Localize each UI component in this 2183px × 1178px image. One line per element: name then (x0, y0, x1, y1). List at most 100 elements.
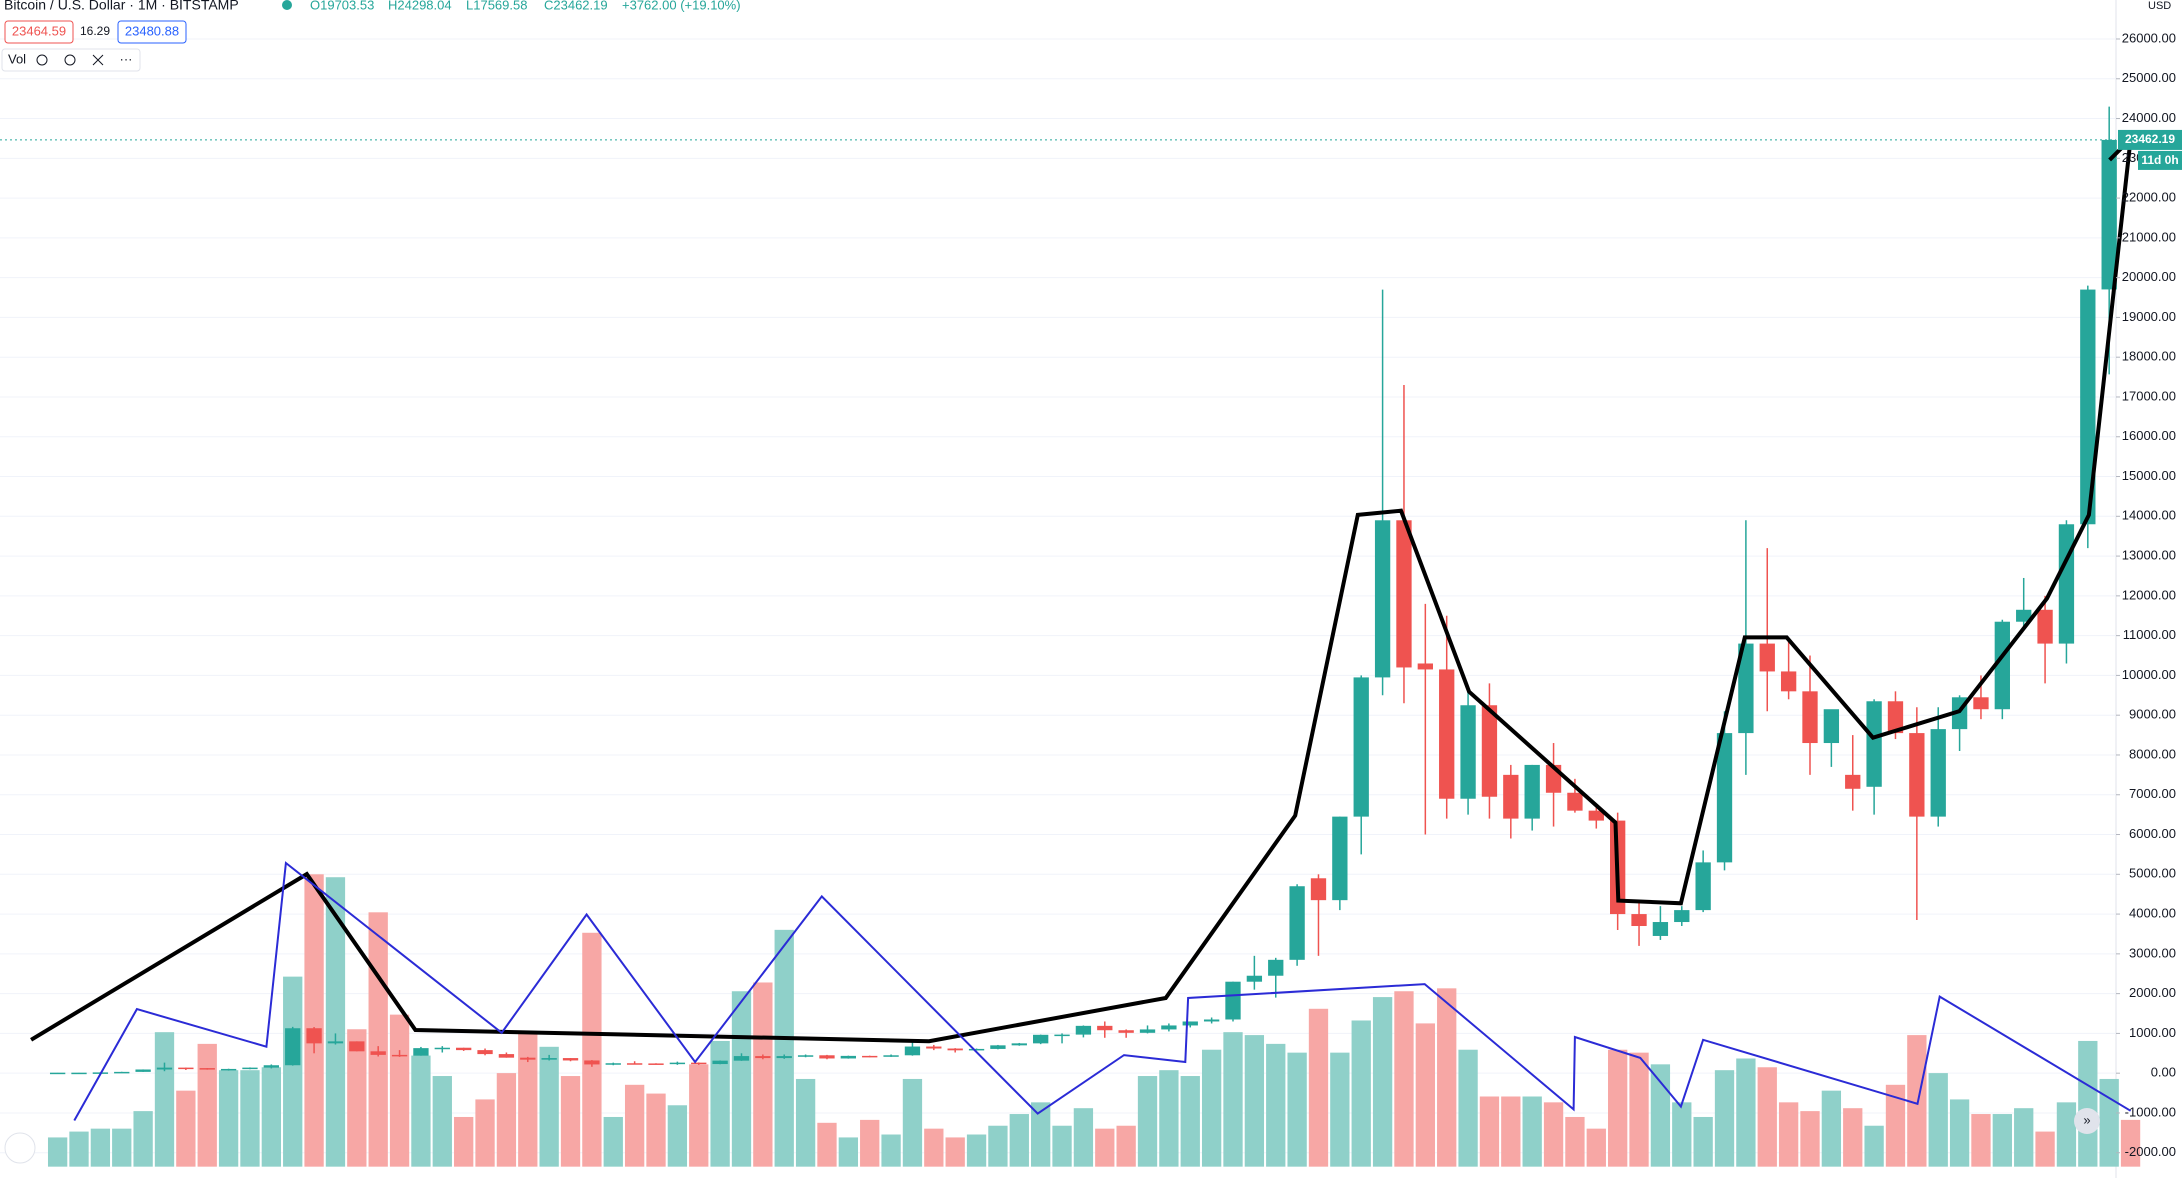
candle-body (1759, 643, 1775, 672)
candles (49, 106, 2117, 1075)
volume-bar (1223, 1032, 1243, 1167)
scroll-button[interactable] (2074, 1108, 2100, 1134)
volume-bar (667, 1105, 688, 1167)
price-tag: 23462.19 (2125, 132, 2175, 146)
bid: 23464.59 (12, 23, 66, 38)
volume-bar (261, 1067, 281, 1167)
countdown: 11d 0h (2141, 153, 2178, 167)
volume-bar (176, 1090, 196, 1167)
volume-bar (1479, 1096, 1500, 1167)
candle-body (648, 1063, 664, 1065)
candle-body (1866, 701, 1882, 787)
volume-bar (1137, 1076, 1158, 1167)
volume-bar (731, 991, 752, 1167)
eye-icon[interactable] (36, 54, 48, 66)
volume-bar (1159, 1070, 1179, 1167)
ohlc-change: +3762.00 (+19.10%) (622, 0, 741, 12)
bid-box[interactable] (4, 20, 74, 44)
volume-bar (411, 1055, 431, 1167)
volume-bar (240, 1070, 260, 1167)
y-tick-label: 10000.00 (2122, 667, 2176, 682)
y-tick-label: 20000.00 (2122, 269, 2176, 284)
candle-body (819, 1055, 835, 1059)
volume-bar (1372, 997, 1393, 1167)
candle-body (327, 1041, 344, 1044)
volume-bar (1501, 1096, 1521, 1167)
volume-bar (881, 1134, 901, 1167)
candle-body (2037, 609, 2053, 644)
candle-body (691, 1062, 707, 1065)
close-icon[interactable] (92, 54, 104, 66)
candle-body (1716, 733, 1733, 863)
ohlc-high: H24298.04 (388, 0, 452, 12)
candle-body (904, 1046, 921, 1056)
candle-body (1139, 1029, 1156, 1033)
candle-body (156, 1067, 173, 1070)
y-tick-label: 9000.00 (2129, 707, 2176, 722)
volume-bar (518, 1032, 538, 1167)
volume-bar (603, 1116, 623, 1167)
ask-box[interactable] (117, 20, 187, 44)
y-tick-label: 7000.00 (2129, 786, 2176, 801)
logo[interactable] (4, 1132, 36, 1164)
candle-body (1310, 878, 1327, 901)
volume-bar (90, 1128, 111, 1167)
volume-bar (1543, 1102, 1564, 1167)
y-tick-label: 13000.00 (2122, 548, 2176, 563)
settings-icon[interactable] (64, 54, 76, 66)
volume-bar (1287, 1052, 1307, 1167)
volume-bar (432, 1076, 452, 1167)
candle-body (520, 1057, 536, 1060)
volume-bar (902, 1078, 923, 1167)
candle-body (626, 1063, 643, 1065)
candle-body (135, 1069, 151, 1072)
candle-body (477, 1050, 493, 1055)
ohlc-close: C23462.19 (544, 0, 608, 12)
y-tick-label: 26000.00 (2122, 30, 2176, 45)
candle-body (562, 1058, 579, 1061)
volume-bar (1672, 1102, 1692, 1167)
volume-bar (689, 1064, 709, 1167)
candle-body (1203, 1019, 1220, 1022)
volume-bar (347, 1029, 367, 1167)
y-tick-label: 0.00 (2151, 1065, 2176, 1080)
candle-body (413, 1048, 429, 1056)
candle-body (1417, 663, 1433, 670)
status-dot (282, 0, 292, 10)
volume-bar (1821, 1090, 1842, 1167)
y-tick-label: 25000.00 (2122, 70, 2176, 85)
volume-bar (1885, 1084, 1906, 1167)
ask: 23480.88 (125, 23, 179, 38)
volume-bar (1052, 1125, 1072, 1167)
y-tick-label: 12000.00 (2122, 587, 2176, 602)
candle-body (1439, 669, 1455, 799)
volume-bar (1031, 1102, 1051, 1167)
volume-bar (753, 982, 773, 1167)
candle-body (1780, 671, 1797, 692)
volume-bar (710, 1040, 730, 1167)
currency: USD (2148, 0, 2171, 12)
volume-bar (1907, 1035, 1927, 1167)
candle-body (1289, 886, 1305, 960)
y-tick-label: 19000.00 (2122, 309, 2176, 324)
candle-body (1460, 705, 1476, 799)
volume-bar (560, 1076, 581, 1167)
candle-body (883, 1055, 899, 1057)
candle-body (605, 1063, 621, 1065)
volume-bar (47, 1137, 68, 1167)
candle-body (349, 1041, 365, 1052)
candle-body (968, 1048, 985, 1051)
indicator-box[interactable] (1, 48, 141, 72)
candle-body (776, 1056, 792, 1059)
more-icon[interactable]: ··· (120, 51, 133, 66)
y-tick-label: -1000.00 (2125, 1104, 2176, 1119)
volume-bar (817, 1122, 837, 1167)
candle-body (669, 1062, 686, 1065)
volume-bar (646, 1093, 666, 1167)
volume-bar (2056, 1102, 2077, 1167)
volume-bar (1736, 1058, 1756, 1167)
volume-bar (1928, 1073, 1948, 1167)
candle-body (199, 1068, 215, 1070)
volume-bar (2078, 1040, 2098, 1167)
